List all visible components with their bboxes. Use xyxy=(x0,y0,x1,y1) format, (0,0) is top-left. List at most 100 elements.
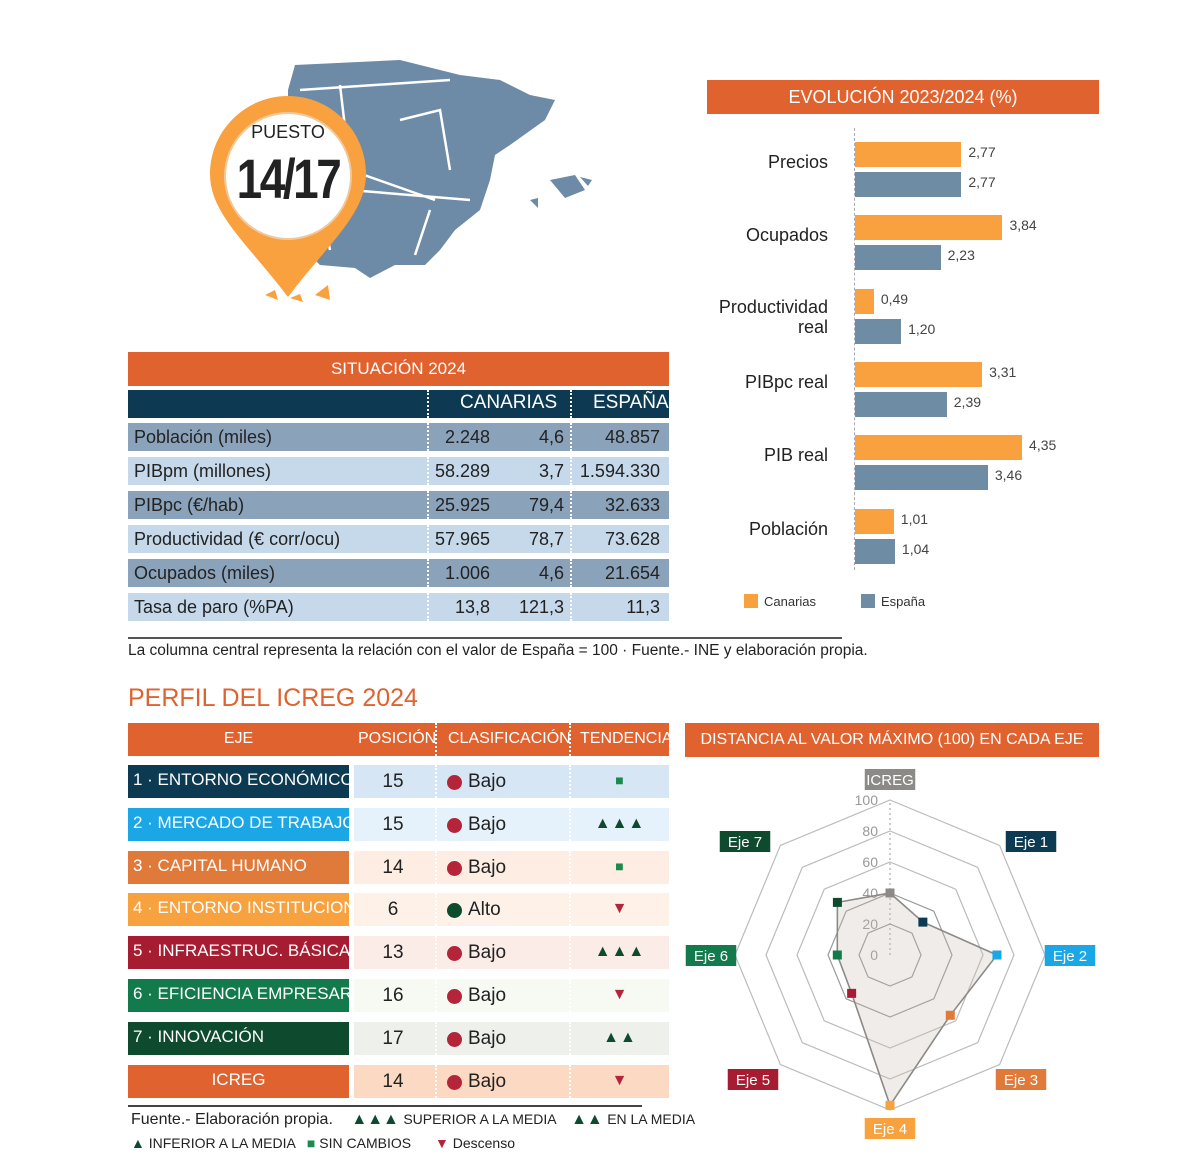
bar-value-label: 3,46 xyxy=(994,467,1023,484)
espana-value: 48.857 xyxy=(604,426,660,447)
triangle-down-icon: ▼ xyxy=(611,900,629,918)
canarias-value: 25.925 xyxy=(434,494,490,515)
radar-point xyxy=(832,897,842,907)
perfil-source: Fuente.- Elaboración propia. xyxy=(131,1111,333,1128)
row-label: Productividad (€ corr/ocu) xyxy=(134,528,341,549)
legend-label: España xyxy=(881,594,926,609)
ratio-value: 4,6 xyxy=(538,562,564,583)
ratio-value: 3,7 xyxy=(538,460,564,481)
clasificacion-dot-icon xyxy=(447,817,462,833)
radar-grid-ring xyxy=(827,892,953,1018)
ratio-value: 4,6 xyxy=(538,426,564,447)
header-tendencia: TENDENCIA xyxy=(580,730,673,747)
radar-point xyxy=(885,1100,895,1110)
ratio-value: 78,7 xyxy=(528,528,564,549)
radar-axis-label: Eje 3 xyxy=(1004,1072,1038,1089)
eje-data: 14 Bajo ■ xyxy=(354,850,669,884)
eje-label: 1 · ENTORNO ECONÓMICO xyxy=(128,765,349,798)
legend-swatch xyxy=(861,594,875,608)
situacion-note: La columna central representa la relació… xyxy=(128,642,868,659)
eje-label: 6 · EFICIENCIA EMPRESARIAL xyxy=(128,979,349,1012)
eje-data: 13 Bajo ▲▲▲ xyxy=(354,936,669,970)
map-pin-icon xyxy=(210,96,366,297)
posicion-value: 17 xyxy=(382,1027,404,1049)
bar-españa xyxy=(855,172,962,197)
situacion-header: CANARIAS ESPAÑA xyxy=(128,390,669,418)
legend-en-media: EN LA MEDIA xyxy=(607,1111,696,1127)
bar-canarias xyxy=(855,508,894,534)
eje-data: 15 Bajo ■ xyxy=(354,765,669,798)
radar-axis-label-bg xyxy=(864,1118,916,1139)
eje-data: 17 Bajo ▲▲ xyxy=(354,1021,669,1055)
header-eje: EJE xyxy=(223,730,254,747)
eje-data: 6 Alto ▼ xyxy=(354,893,669,927)
row-label: Tasa de paro (%PA) xyxy=(134,596,294,617)
evolucion-title: EVOLUCIÓN 2023/2024 (%) xyxy=(707,80,1099,114)
eje-row: 6 · EFICIENCIA EMPRESARIAL 16 Bajo ▼ xyxy=(128,979,669,1012)
rank-value: 14/17 xyxy=(236,147,342,210)
clasificacion-dot-icon xyxy=(447,989,462,1004)
bar-axis xyxy=(854,128,855,570)
col-canarias: CANARIAS xyxy=(460,392,558,413)
radar-axis-label-bg xyxy=(1005,831,1057,852)
espana-value: 1.594.330 xyxy=(579,460,660,481)
balearic-islands xyxy=(530,175,592,208)
radar-point xyxy=(992,950,1002,960)
bar-canarias xyxy=(855,288,874,314)
eje-data: 14 Bajo ▼ xyxy=(354,1064,669,1098)
perfil-legend-2: ▲ INFERIOR A LA MEDIA ■ SIN CAMBIOS ▼ De… xyxy=(131,1135,515,1151)
triple-triangle-icon: ▲▲▲ xyxy=(594,943,646,961)
posicion-value: 13 xyxy=(382,942,404,964)
situacion-row: Ocupados (miles) 1.006 4,6 21.654 xyxy=(128,559,669,587)
legend-sin-cambios: SIN CAMBIOS xyxy=(319,1135,412,1151)
radar-axis-label-bg xyxy=(719,831,771,852)
double-triangle-icon: ▲▲ xyxy=(603,1028,637,1046)
perfil-legend: Fuente.- Elaboración propia. ▲▲▲ SUPERIO… xyxy=(131,1111,695,1129)
bar-españa xyxy=(855,318,902,344)
radar-point xyxy=(832,950,842,960)
radar-axis-label: Eje 1 xyxy=(1014,834,1048,851)
bar-value-label: 1,20 xyxy=(908,320,936,337)
posicion-value: 14 xyxy=(382,856,404,878)
radar-axis-label-bg xyxy=(727,1069,779,1090)
clasificacion-dot-icon xyxy=(447,1074,462,1090)
radar-axis-label-bg xyxy=(864,769,916,790)
radar-point xyxy=(847,988,857,998)
eje-row: 1 · ENTORNO ECONÓMICO 15 Bajo ■ xyxy=(128,765,669,798)
eje-row: 5 · INFRAESTRUC. BÁSICAS 13 Bajo ▲▲▲ xyxy=(128,936,669,970)
bar-value-label: 0,49 xyxy=(880,290,909,307)
radar-tick-label: 80 xyxy=(862,823,878,839)
canarias-value: 58.289 xyxy=(434,460,490,481)
square-icon: ■ xyxy=(615,772,625,788)
situacion-row: PIBpc (€/hab) 25.925 79,4 32.633 xyxy=(128,491,669,519)
bar-value-label: 2,23 xyxy=(947,247,975,264)
situacion-row: PIBpm (millones) 58.289 3,7 1.594.330 xyxy=(128,457,669,485)
radar-axis-label-bg xyxy=(995,1069,1047,1090)
bar-españa xyxy=(855,391,947,417)
square-icon: ■ xyxy=(306,1135,316,1151)
situacion-row: Productividad (€ corr/ocu) 57.965 78,7 73.6… xyxy=(128,525,669,553)
canary-islands xyxy=(265,285,330,302)
row-label: PIBpc (€/hab) xyxy=(134,494,245,515)
espana-value: 21.654 xyxy=(604,562,660,583)
row-label: PIBpm (millones) xyxy=(134,460,272,481)
situacion-row: Tasa de paro (%PA) 13,8 121,3 11,3 xyxy=(128,593,669,621)
bar-value-label: 1,01 xyxy=(900,510,929,527)
legend-inferior: INFERIOR A LA MEDIA xyxy=(148,1135,296,1151)
bar-value-label: 3,84 xyxy=(1009,217,1037,234)
posicion-value: 15 xyxy=(382,771,404,792)
radar-tick-label: 0 xyxy=(870,947,878,963)
triangle-up-icon: ▲ xyxy=(131,1135,145,1151)
canarias-value: 2.248 xyxy=(444,426,490,447)
clasificacion-value: Bajo xyxy=(468,1070,507,1092)
bar-españa xyxy=(855,245,941,271)
espana-value: 11,3 xyxy=(626,596,660,617)
radar-point xyxy=(885,888,895,898)
eje-row: 4 · ENTORNO INSTITUCIONAL 6 Alto ▼ xyxy=(128,893,669,927)
clasificacion-value: Bajo xyxy=(468,856,507,878)
category-label: PIBpc real xyxy=(744,371,828,392)
eje-row: 7 · INNOVACIÓN 17 Bajo ▲▲ xyxy=(128,1021,669,1055)
bar-value-label: 1,04 xyxy=(901,540,930,557)
eje-label: 7 · INNOVACIÓN xyxy=(128,1021,349,1055)
clasificacion-value: Bajo xyxy=(468,985,507,1006)
